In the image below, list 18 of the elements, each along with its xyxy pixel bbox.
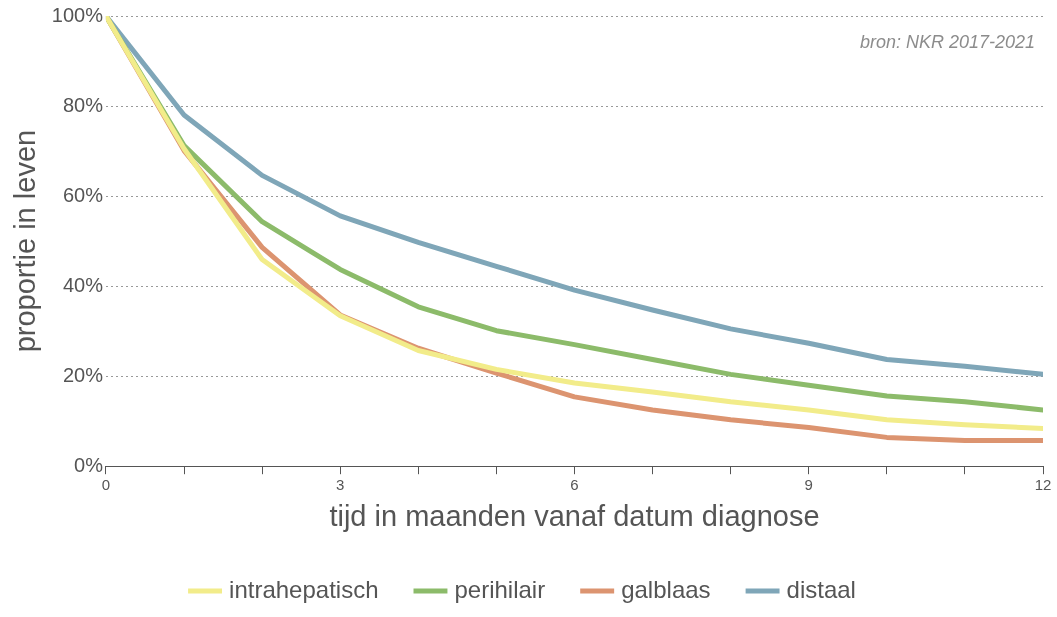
legend-label: galblaas (621, 575, 711, 603)
y-tick-label: 20% (62, 363, 104, 386)
y-tick-label: 100% (51, 3, 104, 26)
annotation: bron: NKR 2017-2021 (859, 32, 1035, 52)
x-tick-label: 12 (1034, 476, 1052, 494)
y-axis-title: proportie in leven (9, 129, 42, 353)
legend-label: intrahepatisch (229, 575, 379, 603)
x-axis-title: tijd in maanden vanaf datum diagnose (329, 499, 820, 532)
y-tick-label: 40% (62, 273, 104, 296)
y-tick-label: 0% (74, 453, 104, 476)
legend-label: perihilair (454, 575, 546, 603)
x-tick-label: 6 (570, 476, 579, 494)
y-tick-label: 60% (62, 183, 104, 206)
x-tick-label: 0 (101, 476, 111, 494)
x-tick-label: 3 (336, 476, 345, 494)
x-tick-label: 9 (804, 476, 813, 494)
legend-label: distaal (786, 575, 856, 603)
y-tick-label: 80% (62, 93, 104, 116)
